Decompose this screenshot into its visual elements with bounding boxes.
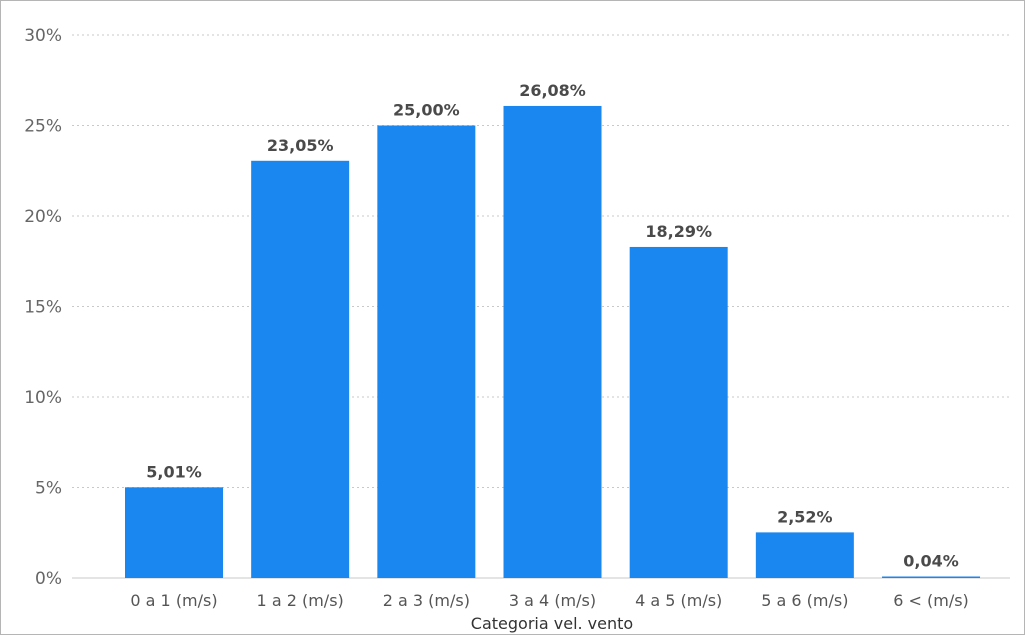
x-axis-title: Categoria vel. vento: [471, 614, 633, 633]
bar[interactable]: [377, 125, 476, 579]
y-tick-label: 15%: [24, 298, 62, 318]
x-axis-ticks: 0 a 1 (m/s) 1 a 2 (m/s) 2 a 3 (m/s) 3 a 4 (…: [130, 591, 968, 610]
bar-data-label: 18,29%: [645, 222, 712, 241]
bars: [125, 105, 981, 579]
x-tick-label: 1 a 2 (m/s): [257, 591, 344, 610]
bar-data-label: 26,08%: [519, 81, 586, 100]
y-axis-ticks: 0% 5% 10% 15% 20% 25% 30%: [24, 26, 62, 589]
bar-data-label: 0,04%: [903, 552, 959, 571]
bar-data-label: 25,00%: [393, 101, 460, 120]
bar-data-label: 23,05%: [267, 136, 334, 155]
bar[interactable]: [125, 487, 223, 578]
x-tick-label: 4 a 5 (m/s): [635, 591, 722, 610]
bar[interactable]: [503, 105, 602, 579]
y-tick-label: 10%: [24, 388, 62, 408]
bar[interactable]: [882, 576, 981, 579]
x-tick-label: 6 < (m/s): [893, 591, 969, 610]
y-tick-label: 20%: [24, 207, 62, 227]
bar-data-label: 2,52%: [777, 507, 833, 526]
bar[interactable]: [629, 246, 728, 579]
y-tick-label: 5%: [35, 479, 62, 499]
x-tick-label: 5 a 6 (m/s): [761, 591, 848, 610]
bar[interactable]: [251, 160, 350, 579]
bar[interactable]: [755, 532, 854, 578]
y-tick-label: 25%: [24, 117, 62, 137]
data-labels: 5,01% 23,05% 25,00% 26,08% 18,29% 2,52% 0,04%: [146, 81, 959, 571]
bar-data-label: 5,01%: [146, 462, 202, 481]
x-tick-label: 2 a 3 (m/s): [383, 591, 470, 610]
y-tick-label: 30%: [24, 26, 62, 46]
x-tick-label: 3 a 4 (m/s): [509, 591, 596, 610]
y-tick-label: 0%: [35, 569, 62, 589]
x-tick-label: 0 a 1 (m/s): [130, 591, 217, 610]
